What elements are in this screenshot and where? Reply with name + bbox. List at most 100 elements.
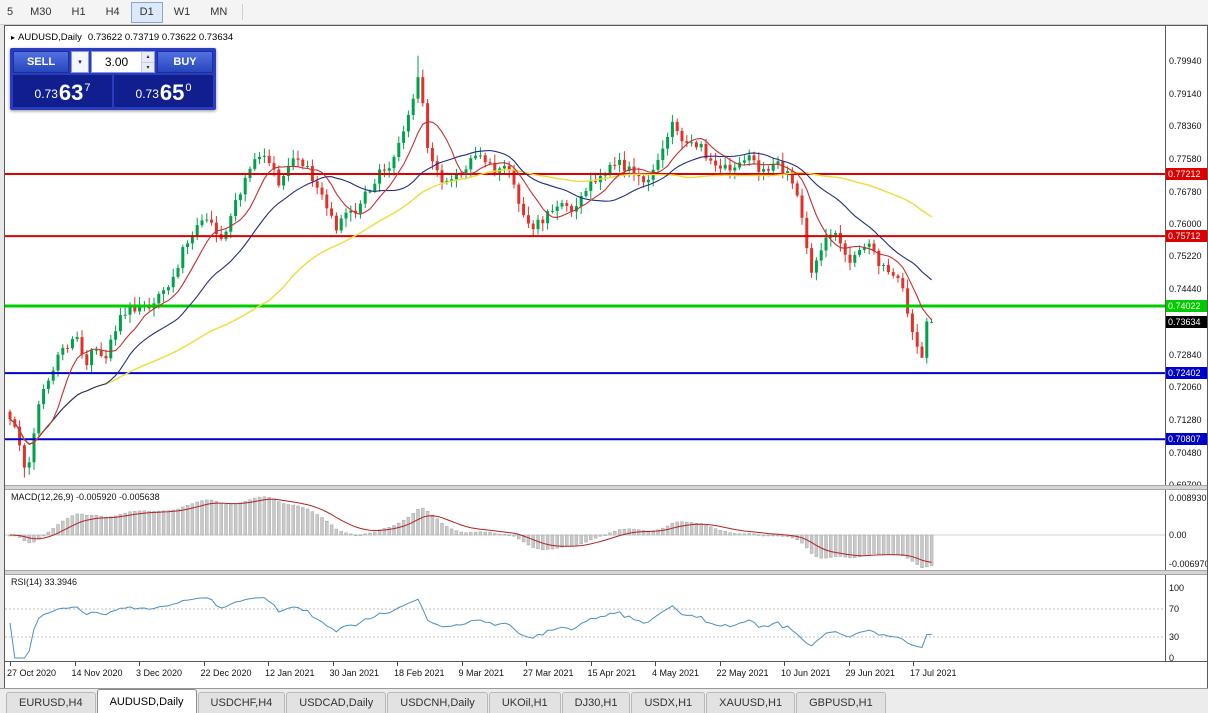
macd-axis-tick: -0.006970 — [1169, 559, 1208, 569]
level-price-tag: 0.72402 — [1166, 367, 1207, 379]
volume-input[interactable] — [92, 52, 141, 72]
macd-axis-tick: 0.00 — [1169, 530, 1187, 540]
volume-decrease-icon[interactable]: ▾ — [142, 62, 154, 72]
volume-increase-icon[interactable]: ▴ — [142, 52, 154, 63]
time-axis-label: 15 Apr 2021 — [587, 668, 637, 678]
tab-usdcad-daily[interactable]: USDCAD,Daily — [286, 692, 387, 713]
tab-eurusd-h4[interactable]: EURUSD,H4 — [6, 692, 96, 713]
time-axis-label: 17 Jul 2021 — [910, 668, 957, 678]
price-axis-tick: 0.74440 — [1169, 284, 1202, 294]
tab-audusd-daily[interactable]: AUDUSD,Daily — [96, 689, 197, 713]
price-axis-tick: 0.77580 — [1169, 154, 1202, 164]
rsi-axis-tick: 30 — [1169, 632, 1180, 642]
tab-xauusd-h1[interactable]: XAUUSD,H1 — [706, 692, 796, 713]
time-axis-label: 27 Mar 2021 — [523, 668, 574, 678]
macd-signal-line — [9, 498, 932, 563]
rsi-axis-tick: 0 — [1169, 653, 1175, 663]
rsi-line — [9, 597, 932, 659]
timeframe-toolbar: 5 M30 H1 H4 D1 W1 MN — [0, 0, 1208, 25]
time-axis-tick — [590, 662, 592, 666]
time-axis-tick — [848, 662, 850, 666]
time-axis-tick — [461, 662, 463, 666]
rsi-axis-tick: 100 — [1169, 583, 1185, 593]
tab-ukoil-h1[interactable]: UKOil,H1 — [488, 692, 561, 713]
moving-averages-layer — [9, 121, 933, 446]
rsi-label: RSI(14) 33.3946 — [11, 577, 78, 587]
price-axis-tick: 0.78360 — [1169, 121, 1202, 131]
timeframe-button-m5[interactable]: 5 — [7, 6, 14, 18]
level-price-tag: 0.74022 — [1166, 300, 1207, 312]
macd-indicator-canvas[interactable] — [5, 490, 1165, 570]
price-axis-tick: 0.75220 — [1169, 251, 1202, 261]
time-axis-label: 18 Feb 2021 — [394, 668, 445, 678]
time-axis-tick — [913, 662, 914, 666]
buy-price-prefix: 0.73 — [135, 87, 159, 101]
time-axis-label: 3 Dec 2020 — [136, 668, 183, 678]
sell-button[interactable]: SELL — [13, 51, 69, 73]
rsi-panel-splitter[interactable] — [5, 570, 1207, 575]
time-axis-tick — [526, 662, 527, 666]
ohlc-values: 0.73622 0.73719 0.73622 0.73634 — [87, 32, 234, 43]
volume-dropdown-icon[interactable]: ▾ — [71, 51, 89, 73]
time-axis-label: 27 Oct 2020 — [7, 668, 57, 678]
price-axis-tick: 0.70480 — [1169, 448, 1202, 458]
time-axis-label: 22 Dec 2020 — [200, 668, 252, 678]
symbol-ohlc-label: ▸ AUDUSD,Daily 0.73622 0.73719 0.73622 0.7… — [11, 32, 233, 43]
macd-axis-tick: 0.008930 — [1169, 493, 1207, 503]
price-axis[interactable]: 0.79940 0.79140 0.78360 0.77580 0.76780 0.760… — [1165, 26, 1208, 663]
tab-usdchf-h4[interactable]: USDCHF,H4 — [197, 692, 286, 713]
tab-usdx-h1[interactable]: USDX,H1 — [631, 692, 706, 713]
time-axis-tick — [10, 662, 11, 666]
price-chart-canvas[interactable] — [5, 26, 1165, 485]
buy-button[interactable]: BUY — [157, 51, 213, 73]
time-axis-label: 29 Jun 2021 — [845, 668, 896, 678]
timeframe-button-h4[interactable]: H4 — [105, 6, 120, 18]
price-axis-tick: 0.71280 — [1169, 415, 1202, 425]
volume-field: ▴ ▾ — [91, 51, 155, 73]
buy-price-sup: 0 — [185, 82, 192, 94]
time-axis-tick — [74, 662, 76, 666]
time-axis[interactable]: 27 Oct 2020 14 Nov 2020 3 Dec 2020 22 Dec 2… — [5, 661, 1207, 688]
level-price-tag: 0.75712 — [1166, 230, 1207, 242]
time-axis-label: 9 Mar 2021 — [458, 668, 505, 678]
sell-price-display[interactable]: 0.73 63 7 — [13, 75, 112, 107]
time-axis-label: 30 Jan 2021 — [329, 668, 380, 678]
time-axis-tick — [268, 662, 269, 666]
time-axis-tick — [203, 662, 205, 666]
time-axis-label: 4 May 2021 — [652, 668, 700, 678]
buy-price-display[interactable]: 0.73 65 0 — [114, 75, 213, 107]
time-axis-label: 10 Jun 2021 — [781, 668, 831, 678]
tab-gbpusd-h1[interactable]: GBPUSD,H1 — [796, 692, 886, 713]
candles-layer — [8, 55, 934, 478]
time-axis-tick — [719, 662, 721, 666]
chart-context-icon: ▸ — [11, 33, 16, 42]
volume-spinner: ▴ ▾ — [141, 52, 154, 72]
sell-price-sup: 7 — [84, 82, 91, 94]
rsi-axis-tick: 70 — [1169, 604, 1180, 614]
price-axis-tick: 0.79140 — [1169, 89, 1202, 99]
timeframe-button-w1[interactable]: W1 — [173, 6, 191, 18]
timeframe-button-mn[interactable]: MN — [210, 6, 228, 18]
timeframe-button-m30[interactable]: M30 — [30, 6, 52, 18]
chart-tabs-bar: EURUSD,H4 AUDUSD,Daily USDCHF,H4 USDCAD,… — [0, 688, 1208, 713]
rsi-indicator-canvas[interactable] — [5, 575, 1165, 661]
timeframe-button-h1[interactable]: H1 — [71, 6, 86, 18]
price-axis-tick: 0.76000 — [1169, 219, 1202, 229]
timeframe-button-d1[interactable]: D1 — [130, 1, 163, 23]
macd-label: MACD(12,26,9) -0.005920 -0.005638 — [11, 492, 160, 502]
chart-window: ▸ AUDUSD,Daily 0.73622 0.73719 0.73622 0.7… — [4, 25, 1208, 688]
time-axis-label: 22 May 2021 — [716, 668, 769, 678]
horizontal-levels-layer — [5, 173, 1165, 441]
price-axis-tick: 0.72840 — [1169, 350, 1202, 360]
tab-dj30-h1[interactable]: DJ30,H1 — [561, 692, 631, 713]
macd-panel-splitter[interactable] — [5, 485, 1207, 490]
macd-histogram — [8, 496, 934, 568]
price-axis-tick: 0.76780 — [1169, 187, 1202, 197]
price-axis-tick: 0.79940 — [1169, 56, 1202, 66]
sell-price-big: 63 — [58, 80, 84, 105]
time-axis-tick — [139, 662, 140, 666]
current-price-tag: 0.73634 — [1166, 316, 1207, 328]
time-axis-tick — [784, 662, 785, 666]
tab-usdcnh-daily[interactable]: USDCNH,Daily — [387, 692, 488, 713]
